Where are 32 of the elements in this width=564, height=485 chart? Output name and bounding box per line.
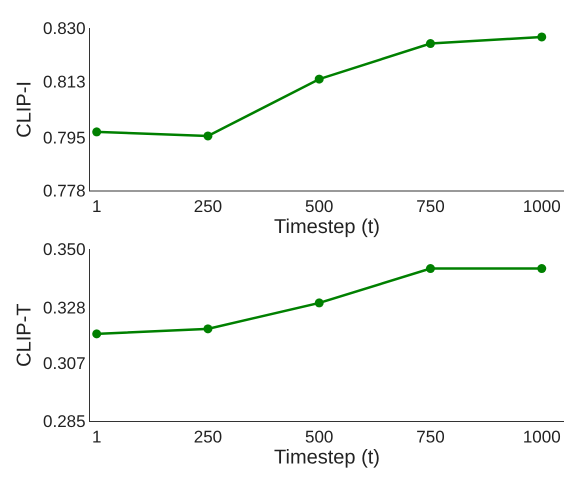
y-tick-label: 0.307 — [43, 354, 86, 373]
point — [314, 74, 324, 84]
point — [537, 32, 546, 42]
point — [314, 298, 324, 308]
y-tick-label: 0.830 — [43, 19, 86, 38]
point — [537, 264, 546, 274]
y-tick-label: 0.778 — [43, 182, 86, 201]
x-tick-label: 1 — [92, 196, 102, 216]
x-tick-label: 250 — [194, 196, 222, 216]
point — [426, 39, 435, 48]
y-tick-label: 0.795 — [43, 128, 86, 148]
x-tick-label: 500 — [305, 428, 334, 447]
x-axis-title: Timestep (t) — [274, 446, 380, 469]
point — [203, 131, 212, 140]
x-axis-title: Timestep (t) — [274, 216, 380, 238]
y-tick-label: 0.813 — [43, 72, 86, 92]
y-axis-title: CLIP-I — [14, 81, 36, 138]
x-tick-label: 750 — [416, 428, 445, 447]
x-tick-label: 1 — [92, 428, 102, 447]
y-tick-label: 0.350 — [43, 240, 86, 260]
point — [92, 329, 102, 338]
point — [203, 324, 212, 334]
x-tick-label: 250 — [194, 428, 222, 447]
x-tick-label: 1000 — [522, 196, 561, 216]
x-tick-label: 750 — [416, 196, 445, 216]
y-tick-label: 0.285 — [43, 412, 86, 432]
y-tick-label: 0.328 — [43, 298, 86, 318]
point — [92, 127, 102, 136]
x-tick-label: 500 — [305, 196, 334, 216]
y-axis-title: CLIP-T — [14, 304, 36, 367]
point — [426, 264, 435, 274]
x-tick-label: 1000 — [522, 428, 561, 447]
